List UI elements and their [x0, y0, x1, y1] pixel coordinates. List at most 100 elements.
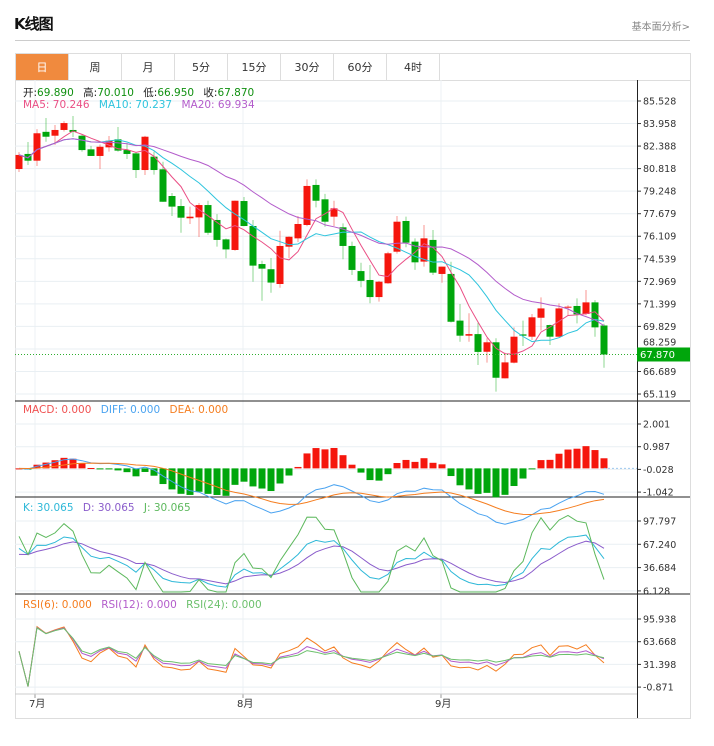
high-label: 高: — [83, 87, 98, 99]
candle-down — [87, 149, 95, 156]
dea-line — [18, 462, 605, 516]
macd-bar — [105, 468, 113, 470]
tab-15min[interactable]: 15分 — [228, 54, 281, 80]
candle-down — [114, 139, 122, 151]
x-axis-label: 9月 — [435, 698, 451, 710]
candle-down — [600, 325, 608, 355]
tab-4hour[interactable]: 4时 — [387, 54, 440, 80]
kdj-legend-k: K: 30.065 — [23, 502, 74, 514]
macd-bar — [222, 468, 230, 496]
macd-bar — [339, 455, 347, 469]
price-axis-label: 82.388 — [643, 142, 676, 153]
candle-up — [393, 221, 401, 252]
candle-down — [591, 302, 599, 328]
candle-up — [582, 302, 590, 315]
macd-bar — [186, 468, 194, 495]
candle-down — [267, 269, 275, 283]
ma10-line — [18, 138, 605, 343]
ma20-line — [18, 138, 605, 327]
price-axis-label: 66.689 — [643, 367, 676, 378]
ma5-legend: MA5: 70.246 — [23, 99, 90, 111]
macd-bar — [501, 468, 509, 495]
macd-bar — [123, 468, 131, 473]
tab-month[interactable]: 月 — [122, 54, 175, 80]
tab-60min[interactable]: 60分 — [334, 54, 387, 80]
indicator-axis-label: 2.001 — [643, 420, 670, 431]
macd-bar — [87, 467, 95, 469]
current-price-label: 67.870 — [640, 350, 675, 361]
diff-line — [18, 458, 605, 525]
candle-down — [42, 131, 50, 137]
macd-bar — [285, 468, 293, 476]
candle-down — [177, 206, 185, 218]
tab-30min[interactable]: 30分 — [281, 54, 334, 80]
macd-bar — [294, 466, 302, 469]
candle-up — [483, 342, 491, 352]
candle-down — [213, 219, 221, 240]
tab-day[interactable]: 日 — [16, 54, 69, 80]
macd-bar — [213, 468, 221, 495]
k-line — [18, 534, 605, 588]
price-axis-label: 72.969 — [643, 277, 676, 288]
macd-bar — [393, 463, 401, 469]
price-axis-label: 65.119 — [643, 390, 676, 401]
rsi24-line — [18, 627, 605, 687]
candle-up — [510, 336, 518, 363]
macd-bar — [402, 459, 410, 469]
price-axis-label: 68.259 — [643, 337, 676, 348]
macd-bar — [177, 468, 185, 494]
candle-up — [96, 146, 104, 156]
macd-bar — [564, 449, 572, 469]
rsi6-line — [18, 625, 605, 687]
rsi-legend: RSI(6): 0.000 RSI(12): 0.000 RSI(24): 0.… — [23, 599, 268, 611]
ma5-line — [18, 130, 605, 355]
macd-bar — [312, 448, 320, 469]
rsi12-line — [18, 626, 605, 687]
candle-down — [492, 342, 500, 378]
macd-bar — [429, 462, 437, 469]
macd-bar — [555, 453, 563, 469]
macd-bar — [78, 463, 86, 469]
candle-down — [429, 239, 437, 273]
candle-down — [150, 156, 158, 171]
indicator-axis-label: 67.240 — [643, 540, 676, 551]
indicator-axis-label: -0.028 — [643, 465, 674, 476]
candle-up — [537, 308, 545, 318]
price-axis-label: 83.958 — [643, 119, 676, 130]
candle-up — [384, 253, 392, 284]
candle-down — [402, 220, 410, 243]
candle-up — [51, 129, 59, 136]
candle-down — [123, 150, 131, 154]
divider — [15, 40, 690, 41]
price-axis-label: 74.539 — [643, 254, 676, 265]
candle-down — [357, 271, 365, 281]
current-price-tag — [637, 347, 690, 362]
ma-legend: MA5: 70.246 MA10: 70.237 MA20: 69.934 — [23, 99, 261, 111]
candle-down — [456, 320, 464, 336]
j-line — [18, 514, 605, 593]
candle-up — [465, 334, 473, 336]
macd-bar — [528, 468, 536, 470]
tab-5min[interactable]: 5分 — [175, 54, 228, 80]
macd-bar — [438, 464, 446, 469]
candle-down — [168, 196, 176, 207]
candle-up — [555, 308, 563, 337]
candle-up — [33, 133, 41, 161]
price-axis-label: 77.679 — [643, 209, 676, 220]
price-axis-label: 71.399 — [643, 299, 676, 310]
low-label: 低: — [143, 87, 158, 99]
ohlc-legend: 开:69.890 高:70.010 低:66.950 收:67.870 — [23, 85, 260, 100]
macd-legend-diff: DIFF: 0.000 — [100, 404, 161, 416]
macd-bar — [366, 468, 374, 481]
indicator-axis-label: 97.797 — [643, 517, 676, 528]
macd-bar — [276, 468, 284, 484]
macd-bar — [519, 468, 527, 479]
macd-bar — [240, 468, 248, 482]
candle-down — [249, 226, 257, 266]
macd-bar — [384, 468, 392, 475]
candle-down — [474, 334, 482, 352]
candle-up — [105, 140, 113, 148]
fundamental-analysis-link[interactable]: 基本面分析> — [631, 22, 690, 33]
tab-week[interactable]: 周 — [69, 54, 122, 80]
